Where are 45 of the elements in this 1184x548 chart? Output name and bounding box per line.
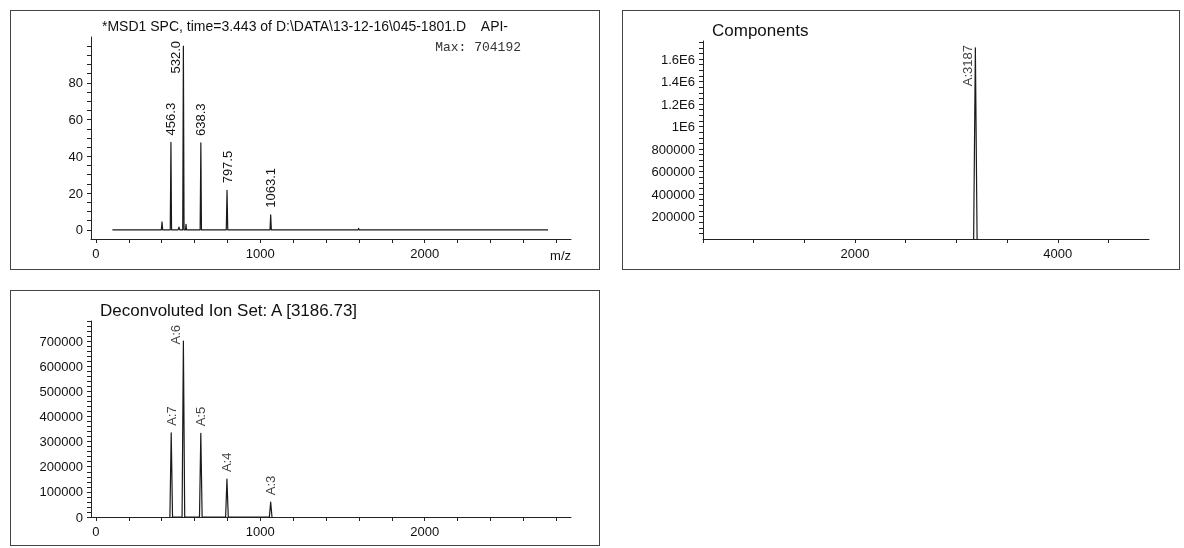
y-tick-label: 0 (75, 222, 83, 238)
y-tick-label: 600000 (39, 358, 83, 374)
y-tick-label: 0 (75, 509, 83, 525)
annotation: 456.3 (163, 102, 179, 136)
annotation: 638.3 (193, 103, 209, 136)
x-tick-label: 2000 (410, 246, 440, 261)
chart-title: Components (712, 21, 809, 40)
x-tick-label: 1000 (245, 246, 275, 261)
x-tick-label: 0 (92, 524, 100, 539)
chart-title: Deconvoluted Ion Set: A [3186.73] (100, 301, 358, 320)
x-tick-label: 1000 (245, 524, 275, 539)
x-tick-label: 4000 (1043, 246, 1073, 261)
y-tick-label: 80 (68, 75, 83, 91)
x-tick-label: 2000 (840, 246, 870, 261)
y-tick-label: 300000 (39, 434, 83, 450)
y-tick-label: 600000 (651, 164, 695, 179)
y-tick-label: 800000 (651, 141, 695, 157)
y-tick-label: 200000 (651, 209, 695, 224)
x-axis-title: m/z (550, 248, 571, 263)
chart-title: *MSD1 SPC, time=3.443 of D:\DATA\13-12-16\045-1801.D API- (101, 18, 509, 34)
annotation: 797.5 (219, 150, 235, 184)
y-tick-label: 100000 (39, 484, 83, 500)
annotation: 532.0 (167, 41, 183, 74)
y-tick-label: 500000 (39, 383, 83, 399)
annotation: 1063.1 (263, 167, 279, 208)
x-tick-label: 2000 (410, 524, 440, 539)
y-tick-label: 40 (68, 148, 83, 164)
annotation: A:3187 (959, 45, 975, 87)
annotation: A:5 (193, 406, 209, 427)
y-tick-label: 400000 (39, 408, 83, 424)
y-tick-label: 1.6E6 (661, 51, 695, 67)
y-tick-label: 60 (68, 112, 83, 128)
annotation: A:4 (219, 452, 235, 473)
annotation: A:6 (167, 325, 183, 345)
y-tick-label: 1E6 (671, 119, 695, 134)
y-tick-label: 400000 (651, 186, 695, 202)
y-tick-label: 1.4E6 (661, 74, 695, 89)
annotation: Max: 704192 (435, 40, 522, 55)
annotation: A:7 (163, 406, 179, 426)
y-tick-label: 200000 (39, 459, 83, 475)
y-tick-label: 1.2E6 (661, 96, 695, 112)
y-tick-label: 20 (68, 185, 83, 201)
annotation: A:3 (263, 475, 279, 496)
x-tick-label: 0 (92, 246, 100, 261)
y-tick-label: 700000 (39, 333, 83, 349)
